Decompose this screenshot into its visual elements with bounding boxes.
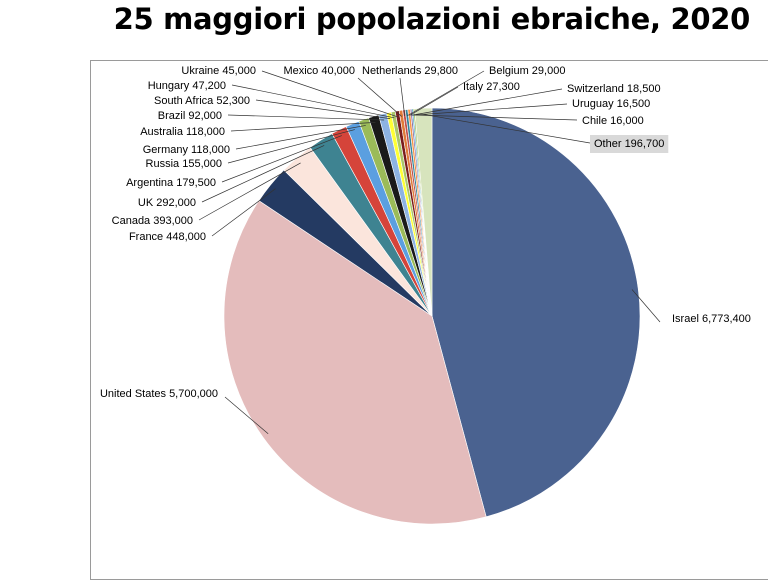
data-label-australia: Australia 118,000	[140, 126, 225, 138]
data-label-uruguay: Uruguay 16,500	[572, 98, 650, 110]
leader-line-italy	[409, 86, 459, 116]
data-label-germany: Germany 118,000	[143, 144, 230, 156]
leader-line-argentina	[221, 135, 342, 183]
data-label-other: Other 196,700	[594, 138, 664, 150]
data-label-south-africa: South Africa 52,300	[154, 95, 250, 107]
leader-line-other	[423, 114, 591, 144]
data-label-belgium: Belgium 29,000	[489, 65, 565, 77]
leader-line-south-africa	[255, 99, 391, 119]
leader-line-uk	[201, 145, 325, 203]
data-label-netherlands: Netherlands 29,800	[362, 65, 458, 77]
leader-line-germany	[235, 125, 366, 150]
data-label-chile: Chile 16,000	[582, 115, 644, 127]
leader-line-canada	[198, 162, 301, 221]
data-label-israel: Israel 6,773,400	[672, 313, 751, 325]
leader-line-united-states	[224, 396, 269, 435]
data-label-switzerland: Switzerland 18,500	[567, 83, 661, 95]
leader-line-russia	[227, 129, 355, 164]
pie-slice-other	[414, 107, 433, 317]
leader-line-chile	[414, 114, 578, 121]
data-label-hungary: Hungary 47,200	[148, 80, 226, 92]
leader-line-switzerland	[411, 88, 563, 116]
data-label-france: France 448,000	[129, 231, 206, 243]
leader-line-australia	[230, 121, 376, 132]
data-label-russia: Russia 155,000	[146, 158, 222, 170]
leader-line-france	[211, 188, 276, 237]
chart-title: 25 maggiori popolazioni ebraiche, 2020	[113, 2, 751, 36]
leader-line-ukraine	[261, 70, 399, 118]
data-label-mexico: Mexico 40,000	[283, 65, 355, 77]
leader-line-belgium	[407, 70, 485, 117]
data-label-uk: UK 292,000	[138, 197, 196, 209]
data-label-united-states: United States 5,700,000	[100, 388, 218, 400]
leader-line-hungary	[231, 84, 395, 119]
data-label-box-other	[590, 135, 669, 153]
leader-line-israel	[631, 289, 661, 323]
leader-line-netherlands	[399, 77, 406, 117]
pie-slice-united-states	[223, 200, 487, 525]
data-label-argentina: Argentina 179,500	[126, 177, 216, 189]
leader-line-mexico	[357, 77, 403, 117]
pie-slice-israel	[431, 107, 641, 518]
leader-line-brazil	[227, 114, 385, 121]
data-label-italy: Italy 27,300	[463, 81, 520, 93]
pie-chart: Israel 6,773,400 United States 5,700,000 F…	[100, 65, 751, 525]
data-label-canada: Canada 393,000	[112, 215, 193, 227]
data-label-ukraine: Ukraine 45,000	[181, 65, 256, 77]
data-label-brazil: Brazil 92,000	[158, 110, 222, 122]
leader-line-uruguay	[413, 103, 568, 116]
